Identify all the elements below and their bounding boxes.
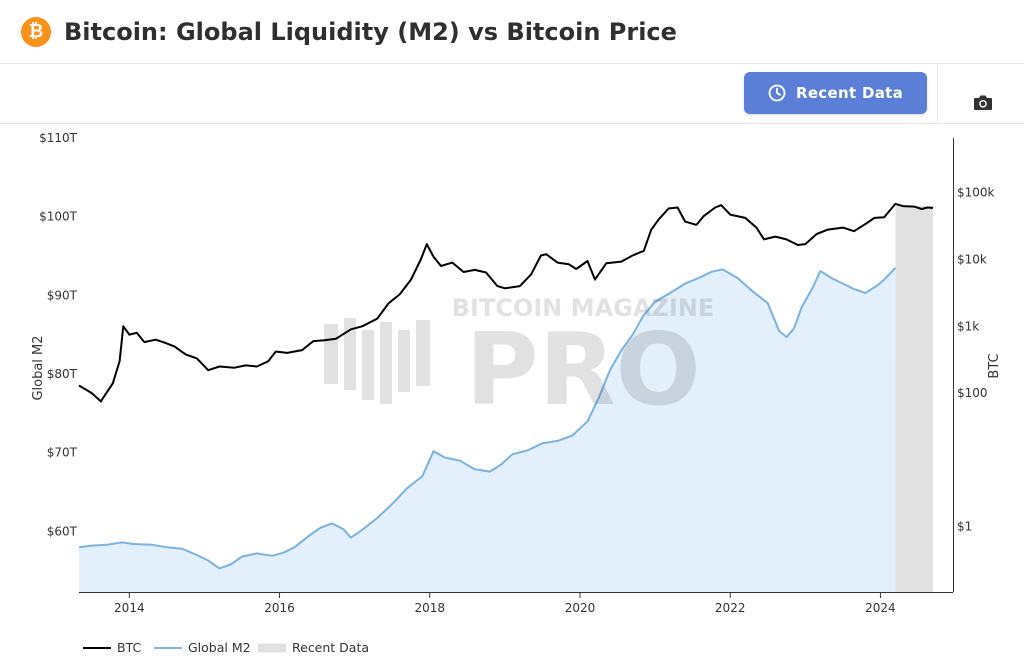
bitcoin-logo-icon: ₿ <box>21 17 51 47</box>
right-tick-label: $1 <box>957 520 972 534</box>
clock-icon <box>768 84 786 102</box>
x-tick-label: 2016 <box>264 601 295 615</box>
x-tick-label: 2024 <box>865 601 896 615</box>
global-m2-line <box>78 267 897 570</box>
x-tick-label: 2018 <box>414 601 445 615</box>
left-tick-label: $110T <box>39 131 78 145</box>
btc-price-line <box>78 202 934 403</box>
left-tick-label: $100T <box>39 210 78 224</box>
left-tick-label: $70T <box>47 446 78 460</box>
page-title: Bitcoin: Global Liquidity (M2) vs Bitcoi… <box>64 18 677 46</box>
left-tick-label: $60T <box>47 524 78 538</box>
recent-data-button[interactable]: Recent Data <box>744 72 927 114</box>
legend-label: Global M2 <box>188 640 251 655</box>
recent-data-band <box>895 206 933 592</box>
page-header: ₿ Bitcoin: Global Liquidity (M2) vs Bitc… <box>0 0 1024 64</box>
bitcoin-symbol: ₿ <box>28 21 44 42</box>
right-tick-label: $100k <box>957 186 995 200</box>
left-tick-label: $80T <box>47 367 78 381</box>
watermark: BITCOIN MAGAZINE PRO <box>324 294 714 428</box>
watermark-main-text: PRO <box>465 311 700 428</box>
right-tick-label: $100 <box>957 386 988 400</box>
global-m2-area <box>79 267 896 592</box>
right-tick-label: $10k <box>957 253 987 267</box>
legend-label: Recent Data <box>292 640 369 655</box>
chart-area: BITCOIN MAGAZINE PRO 2014 2016 2018 2020 202… <box>31 131 1002 655</box>
recent-data-label: Recent Data <box>795 84 904 102</box>
x-tick-label: 2014 <box>114 601 145 615</box>
left-tick-label: $90T <box>47 288 78 302</box>
right-tick-label: $1k <box>957 319 979 333</box>
camera-icon <box>974 95 992 110</box>
x-tick-label: 2022 <box>715 601 746 615</box>
camera-button[interactable] <box>966 88 1000 116</box>
chart-toolbar: Recent Data <box>0 64 1024 124</box>
right-axis-title: BTC <box>987 353 1002 378</box>
x-tick-label: 2020 <box>565 601 596 615</box>
toolbar-divider <box>937 64 938 124</box>
left-axis-title: Global M2 <box>31 335 46 400</box>
chart-legend: BTC Global M2 Recent Data <box>83 640 369 655</box>
watermark-top-text: BITCOIN MAGAZINE <box>452 294 715 322</box>
legend-label: BTC <box>117 640 141 655</box>
